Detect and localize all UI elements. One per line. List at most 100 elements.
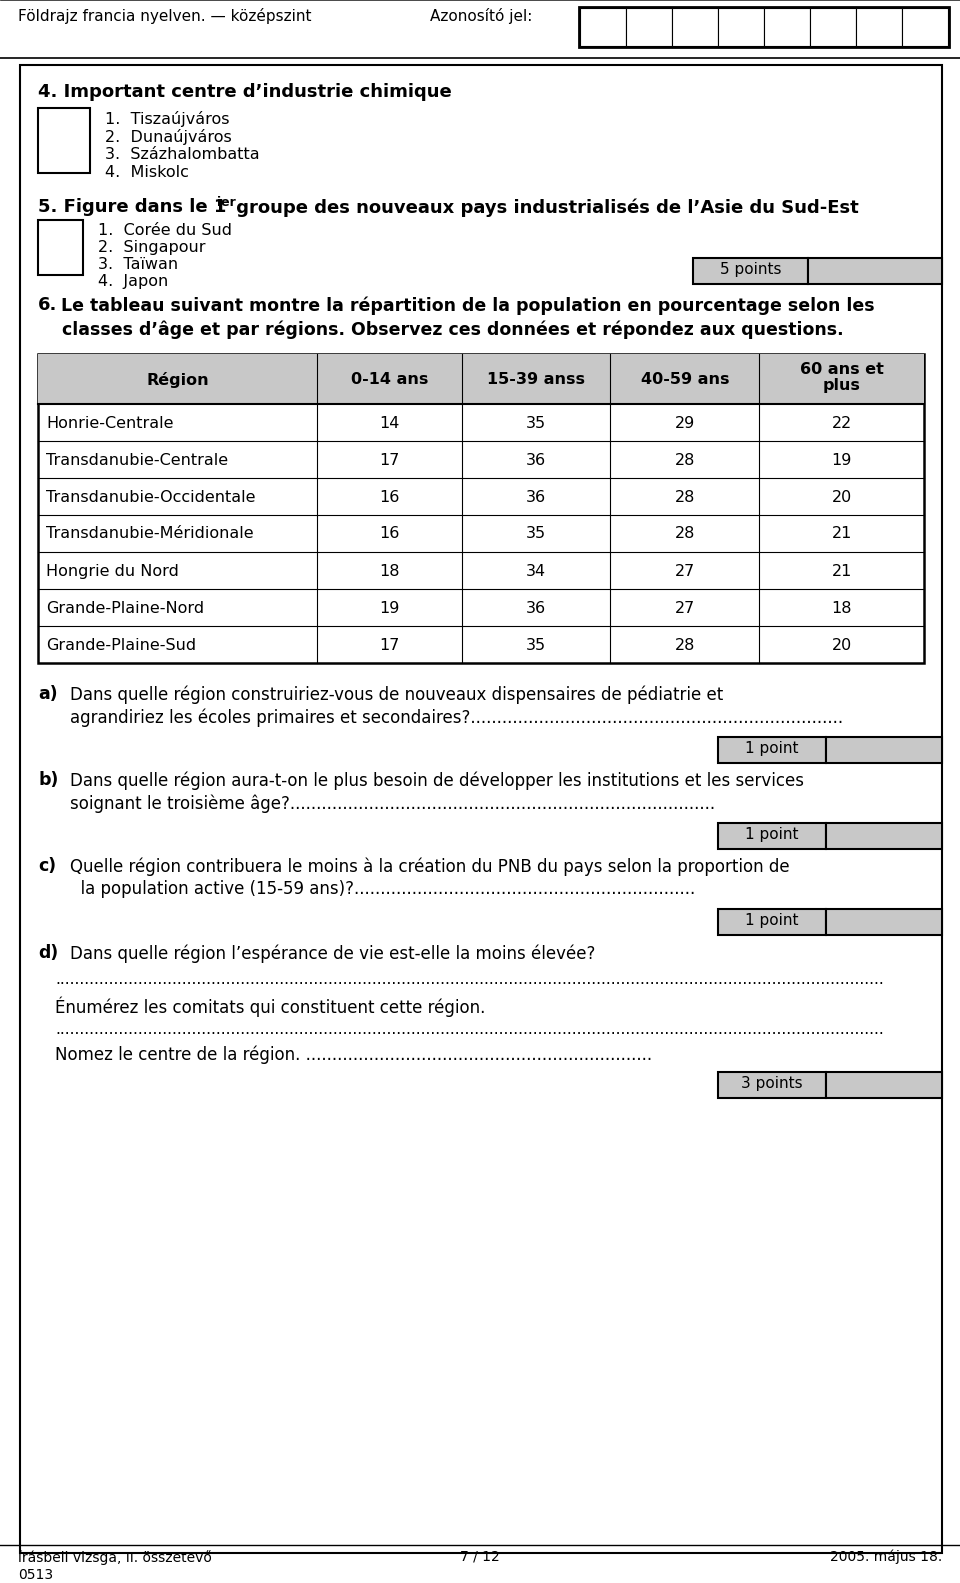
Text: Földrajz francia nyelven. — középszint: Földrajz francia nyelven. — középszint	[18, 8, 311, 24]
Text: Grande-Plaine-Nord: Grande-Plaine-Nord	[46, 600, 204, 616]
Bar	[580, 8, 626, 46]
Bar	[810, 8, 856, 46]
Text: 20: 20	[831, 638, 852, 652]
Text: Région: Région	[146, 372, 209, 388]
Text: Grande-Plaine-Sud: Grande-Plaine-Sud	[46, 638, 196, 652]
Text: Transdanubie-Centrale: Transdanubie-Centrale	[46, 453, 228, 467]
Text: classes d’âge et par régions. Observez ces données et répondez aux questions.: classes d’âge et par régions. Observez c…	[38, 320, 844, 339]
Text: d): d)	[38, 943, 59, 962]
Bar	[718, 738, 826, 763]
Text: soignant le troisième âge?......................................................: soignant le troisième âge?..............…	[70, 795, 715, 812]
Text: 2.  Singapour: 2. Singapour	[98, 241, 205, 255]
Bar	[764, 8, 810, 46]
Text: 34: 34	[526, 564, 546, 578]
Text: Hongrie du Nord: Hongrie du Nord	[46, 564, 179, 578]
Text: c): c)	[38, 856, 56, 875]
Text: 0513: 0513	[18, 1569, 53, 1581]
Text: 5 points: 5 points	[720, 263, 781, 277]
Text: 35: 35	[526, 415, 546, 431]
Text: b): b)	[38, 771, 59, 788]
Bar	[826, 909, 942, 936]
Text: 3.  Taïwan: 3. Taïwan	[98, 256, 179, 272]
Text: 36: 36	[526, 600, 546, 616]
Text: 18: 18	[379, 564, 399, 578]
Text: 6.: 6.	[38, 296, 58, 313]
Text: 27: 27	[675, 564, 695, 578]
Text: 2005. május 18.: 2005. május 18.	[829, 1550, 942, 1564]
Text: 27: 27	[675, 600, 695, 616]
Text: 40-59 ans: 40-59 ans	[640, 372, 729, 386]
Bar	[579, 6, 949, 47]
Text: agrandiriez les écoles primaires et secondaires?................................: agrandiriez les écoles primaires et seco…	[70, 708, 843, 727]
Text: 0-14 ans: 0-14 ans	[350, 372, 428, 386]
Text: a): a)	[38, 685, 58, 703]
Text: 19: 19	[831, 453, 852, 467]
Bar	[693, 258, 808, 283]
Bar	[38, 355, 924, 404]
Text: 5. Figure dans le 1: 5. Figure dans le 1	[38, 198, 227, 215]
Text: 3.  Százhalombatta: 3. Százhalombatta	[105, 147, 259, 161]
Text: plus: plus	[823, 378, 860, 393]
Bar	[902, 8, 948, 46]
Text: 3 points: 3 points	[741, 1076, 803, 1091]
Text: 36: 36	[526, 489, 546, 505]
Bar	[826, 823, 942, 848]
Text: 28: 28	[675, 489, 695, 505]
Text: 1.  Tiszaújváros: 1. Tiszaújváros	[105, 111, 229, 127]
Bar	[718, 909, 826, 936]
Text: 17: 17	[379, 638, 399, 652]
Text: Le tableau suivant montre la répartition de la population en pourcentage selon l: Le tableau suivant montre la répartition…	[55, 296, 875, 315]
Text: 4. Important centre d’industrie chimique: 4. Important centre d’industrie chimique	[38, 82, 452, 101]
Text: 7 / 12: 7 / 12	[460, 1550, 500, 1564]
Text: Dans quelle région aura-t-on le plus besoin de développer les institutions et le: Dans quelle région aura-t-on le plus bes…	[70, 771, 804, 790]
Text: 1 point: 1 point	[745, 913, 799, 928]
Text: 28: 28	[675, 453, 695, 467]
Text: 15-39 anss: 15-39 anss	[487, 372, 585, 386]
Text: 1.  Corée du Sud: 1. Corée du Sud	[98, 223, 232, 237]
Text: 16: 16	[379, 527, 399, 541]
Text: groupe des nouveaux pays industrialisés de l’Asie du Sud-Est: groupe des nouveaux pays industrialisés …	[230, 198, 859, 217]
Text: 17: 17	[379, 453, 399, 467]
Text: 14: 14	[379, 415, 399, 431]
Bar	[826, 738, 942, 763]
Text: 36: 36	[526, 453, 546, 467]
Bar	[808, 258, 942, 283]
Text: 1 point: 1 point	[745, 741, 799, 757]
Text: ................................................................................: ........................................…	[55, 972, 884, 986]
Text: 21: 21	[831, 564, 852, 578]
Text: 4.  Japon: 4. Japon	[98, 274, 168, 290]
Text: írásbeli vizsga, II. összetevő: írásbeli vizsga, II. összetevő	[18, 1550, 212, 1566]
Text: Azonosító jel:: Azonosító jel:	[430, 8, 533, 24]
Bar	[672, 8, 718, 46]
Text: 20: 20	[831, 489, 852, 505]
Text: Transdanubie-Méridionale: Transdanubie-Méridionale	[46, 527, 253, 541]
Bar	[718, 823, 826, 848]
Bar	[718, 1072, 826, 1099]
Bar	[38, 220, 83, 275]
Text: la population active (15-59 ans)?...............................................: la population active (15-59 ans)?.......…	[70, 880, 695, 898]
Text: 35: 35	[526, 527, 546, 541]
Bar	[826, 1072, 942, 1099]
Text: ................................................................................: ........................................…	[55, 1023, 884, 1037]
Text: Nomez le centre de la région. ..................................................: Nomez le centre de la région. ..........…	[55, 1046, 652, 1064]
Text: 1 point: 1 point	[745, 826, 799, 842]
Text: ier: ier	[217, 196, 236, 209]
Bar	[38, 108, 90, 173]
Bar	[856, 8, 902, 46]
Text: Énumérez les comitats qui constituent cette région.: Énumérez les comitats qui constituent ce…	[55, 996, 486, 1016]
Text: 19: 19	[379, 600, 399, 616]
Text: 29: 29	[675, 415, 695, 431]
Text: 21: 21	[831, 527, 852, 541]
Text: 35: 35	[526, 638, 546, 652]
Text: 2.  Dunaújváros: 2. Dunaújváros	[105, 128, 231, 146]
Text: Quelle région contribuera le moins à la création du PNB du pays selon la proport: Quelle région contribuera le moins à la …	[70, 856, 790, 875]
Text: 16: 16	[379, 489, 399, 505]
Bar	[626, 8, 672, 46]
Text: 60 ans et: 60 ans et	[800, 363, 883, 377]
Text: 18: 18	[831, 600, 852, 616]
Text: 4.  Miskolc: 4. Miskolc	[105, 165, 189, 180]
Bar	[718, 8, 764, 46]
Text: 22: 22	[831, 415, 852, 431]
Text: 28: 28	[675, 527, 695, 541]
Text: Transdanubie-Occidentale: Transdanubie-Occidentale	[46, 489, 255, 505]
